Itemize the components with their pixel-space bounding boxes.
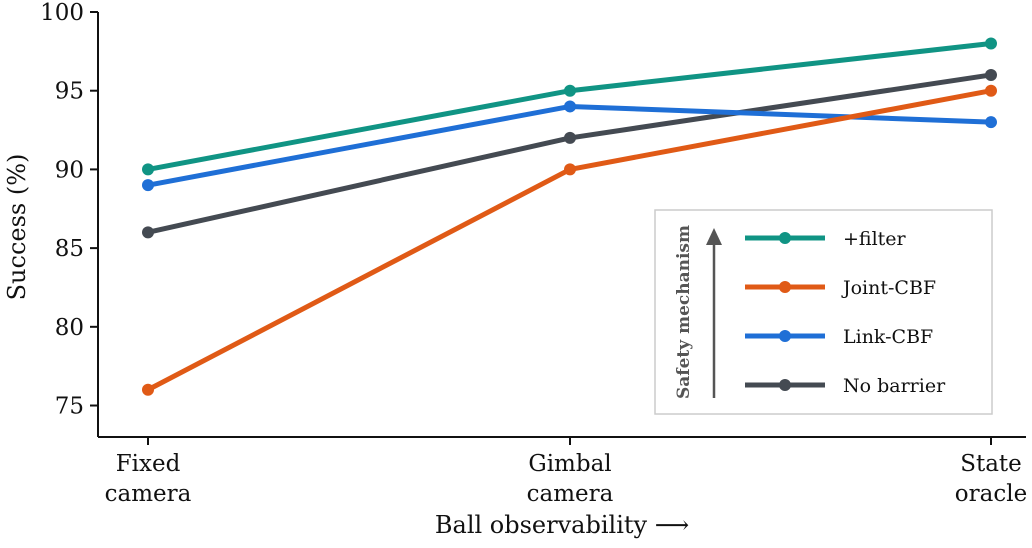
legend-frame (654, 209, 993, 415)
legend-title: Safety mechanism (674, 225, 694, 399)
x-tick-label: oracle (955, 481, 1027, 507)
legend-arrow-head (706, 228, 722, 245)
data-point-link-cbf (142, 179, 154, 192)
data-point-filter (564, 84, 576, 97)
y-tick-label: 90 (55, 157, 84, 183)
legend-label-joint-cbf: Joint-CBF (841, 277, 936, 299)
legend-entries: +filter Joint-CBF Link-CBF No barrier (745, 228, 946, 397)
data-point-joint-cbf (985, 84, 997, 97)
x-axis-title: Ball observability ⟶ (435, 511, 689, 539)
y-axis-title: Success (%) (3, 154, 31, 301)
y-tick-label: 100 (40, 0, 84, 26)
data-point-no-barrier (564, 131, 576, 144)
legend-marker-joint-cbf (779, 281, 791, 293)
legend-marker-no-barrier (779, 379, 791, 391)
data-point-no-barrier (985, 68, 997, 81)
axes (97, 12, 1026, 438)
data-point-link-cbf (564, 100, 576, 113)
legend-label-link-cbf: Link-CBF (843, 326, 933, 348)
data-point-joint-cbf (564, 163, 576, 176)
data-point-filter (142, 163, 154, 176)
legend: Safety mechanism +filter Joint-CBF Link-CB… (654, 209, 993, 415)
legend-label-no-barrier: No barrier (843, 375, 946, 397)
y-tick-label: 85 (55, 236, 84, 262)
data-point-filter (985, 37, 997, 50)
y-tick-label: 75 (55, 394, 84, 420)
data-point-joint-cbf (142, 383, 154, 396)
x-tick-label: camera (527, 481, 614, 507)
x-tick-label: Gimbal (528, 451, 611, 477)
legend-marker-filter (779, 232, 791, 244)
x-tick-label: camera (105, 481, 192, 507)
plot-points (142, 37, 997, 396)
y-tick-label: 80 (55, 315, 84, 341)
legend-label-filter: +filter (843, 228, 907, 250)
x-ticks: Fixed camera Gimbal camera State oracle (105, 437, 1027, 507)
data-point-no-barrier (142, 226, 154, 239)
data-point-link-cbf (985, 116, 997, 129)
y-tick-label: 95 (55, 79, 84, 105)
x-tick-label: Fixed (116, 451, 181, 477)
y-ticks: 75 80 85 90 95 100 (40, 0, 98, 420)
legend-marker-link-cbf (779, 330, 791, 342)
series-line-no-barrier (145, 72, 994, 235)
x-tick-label: State (960, 451, 1022, 477)
